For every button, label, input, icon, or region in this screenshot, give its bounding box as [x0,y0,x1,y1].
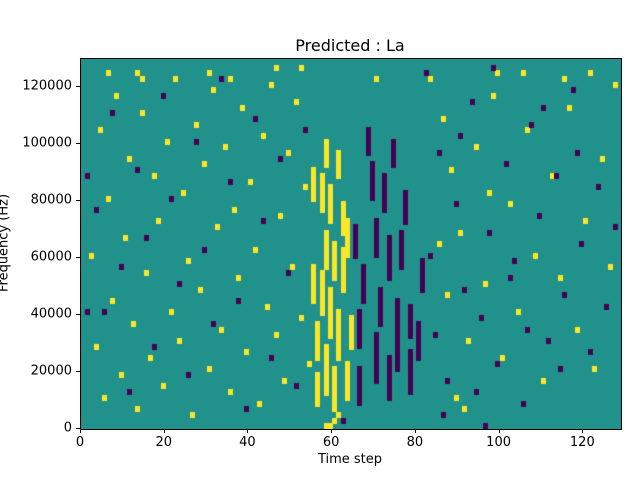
x-tick-label: 100 [486,435,512,450]
x-tick-label: 20 [155,435,172,450]
x-tick-label: 60 [322,435,340,450]
heatmap-canvas [81,59,621,429]
x-tick [331,429,333,433]
x-axis-label: Time step [317,452,383,467]
y-tick [76,143,80,145]
x-tick [247,429,249,433]
y-tick [76,200,80,202]
y-tick [76,428,80,429]
x-tick-label: 80 [406,435,424,450]
y-tick [76,257,80,259]
y-tick-label: 100000 [22,135,72,151]
x-tick [80,429,81,433]
y-tick-label: 80000 [30,192,72,208]
x-tick-label: 0 [75,435,85,450]
y-axis-label: Frequency (Hz) [0,193,12,293]
x-tick [582,429,584,433]
y-tick-label: 60000 [30,249,72,265]
x-tick-label: 40 [239,435,256,450]
y-tick-label: 20000 [30,363,72,379]
chart-title: Predicted : La [295,36,405,55]
y-tick [76,314,80,316]
y-tick-label: 120000 [22,78,72,94]
y-tick-label: 40000 [30,306,72,322]
y-tick [76,371,80,373]
x-tick [414,429,416,433]
y-tick [76,86,80,88]
x-tick-label: 120 [569,435,595,450]
plot-area [80,58,622,430]
x-tick [163,429,165,433]
x-tick [498,429,500,433]
y-tick-label: 0 [63,420,72,436]
